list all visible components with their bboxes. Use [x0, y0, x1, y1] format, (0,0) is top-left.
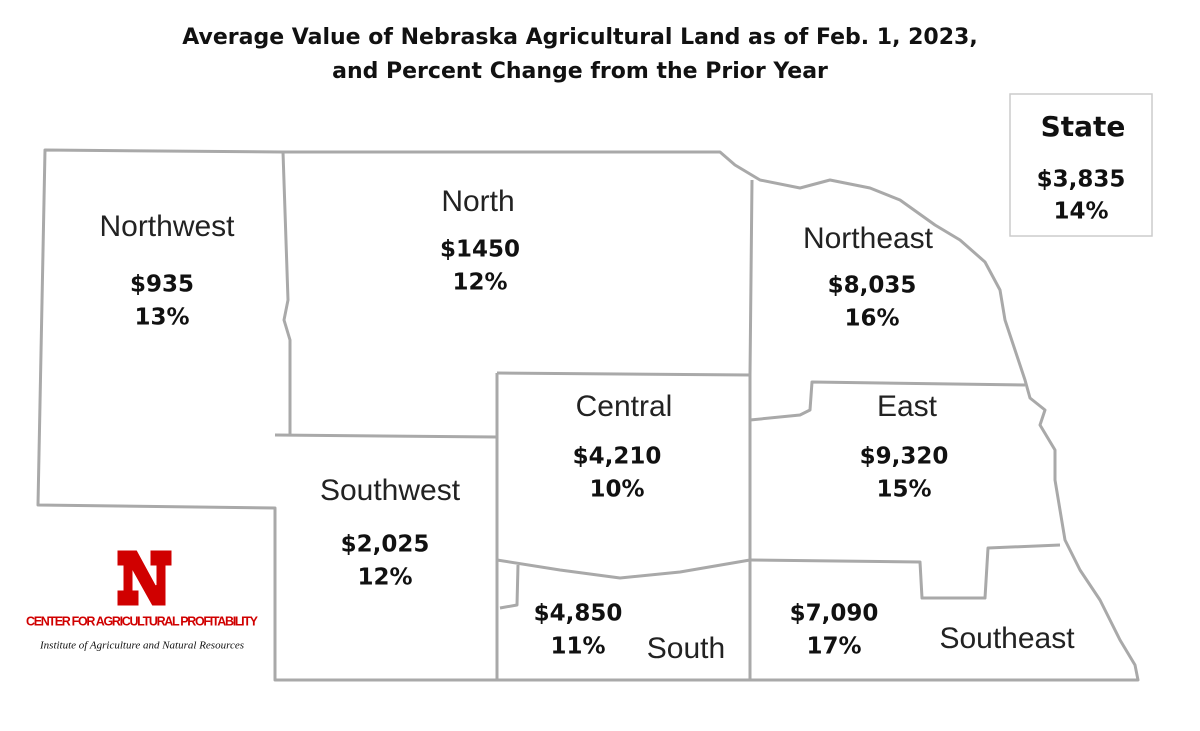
region-value: $4,210	[573, 444, 662, 470]
state-value: $3,835	[1037, 167, 1126, 193]
region-name: Central	[576, 390, 673, 423]
logo-institute: Institute of Agriculture and Natural Res…	[39, 640, 244, 652]
region-change: 12%	[357, 565, 412, 591]
region-value: $9,320	[860, 444, 949, 470]
logo: CENTER FOR AGRICULTURAL PROFITABILITY In…	[26, 549, 259, 652]
region-change: 15%	[876, 477, 931, 503]
region-change: 10%	[589, 477, 644, 503]
region-name: Southeast	[939, 622, 1075, 655]
region-name: Northeast	[803, 222, 934, 255]
region-value: $4,850	[534, 601, 623, 627]
region-name: Northwest	[99, 210, 235, 243]
logo-mark	[116, 549, 173, 607]
region-name: East	[877, 390, 938, 423]
title-line: and Percent Change from the Prior Year	[332, 59, 828, 84]
region-value: $935	[130, 272, 194, 298]
region-name: North	[441, 185, 514, 218]
region-name: South	[647, 632, 725, 665]
state-change: 14%	[1053, 199, 1108, 225]
region-value: $1450	[440, 237, 520, 263]
region-change: 11%	[550, 634, 605, 660]
state-box	[1009, 93, 1153, 237]
region-name: Southwest	[320, 474, 461, 507]
region-change: 12%	[452, 270, 507, 296]
region-value: $2,025	[341, 532, 430, 558]
region-change: 16%	[844, 306, 899, 332]
region-value: $7,090	[790, 601, 879, 627]
logo-org: CENTER FOR AGRICULTURAL PROFITABILITY	[26, 614, 259, 628]
region-change: 17%	[806, 634, 861, 660]
region-value: $8,035	[828, 273, 917, 299]
region-change: 13%	[134, 305, 189, 331]
state-label: State	[1041, 110, 1126, 143]
region-borders	[36, 148, 1140, 682]
title-line: Average Value of Nebraska Agricultural L…	[182, 25, 977, 50]
